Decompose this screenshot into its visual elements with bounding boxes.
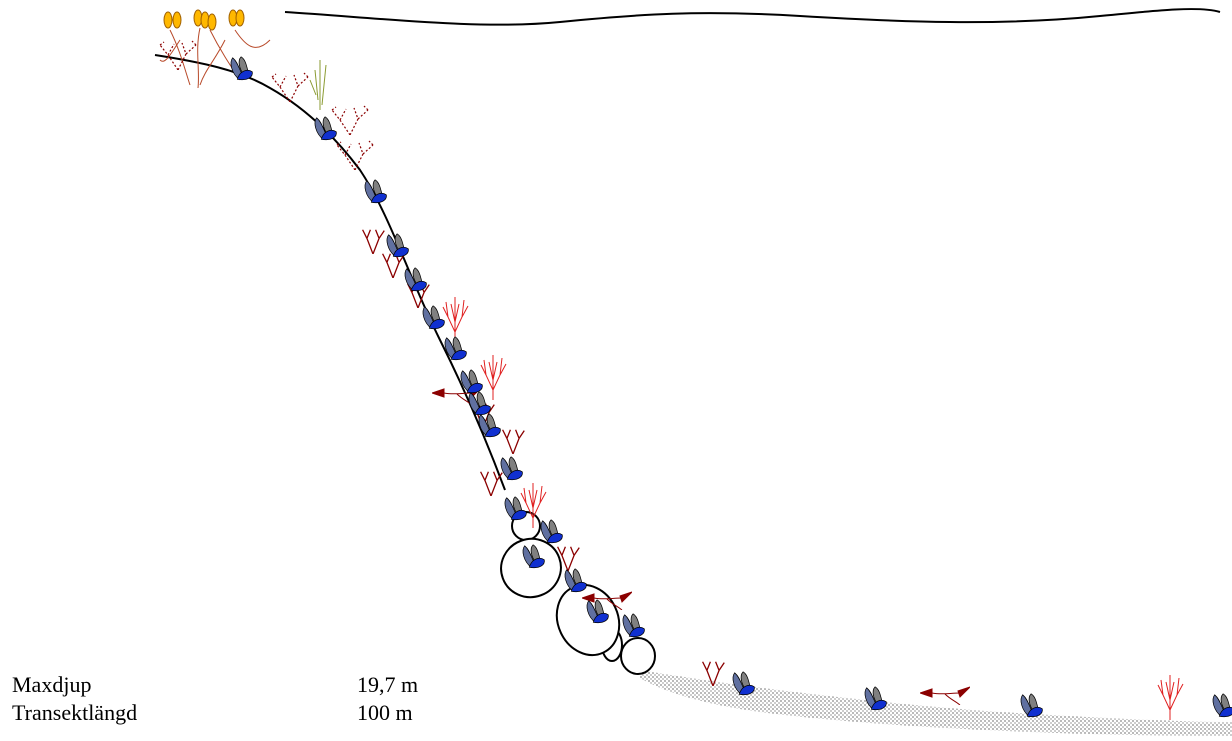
mussel (230, 56, 253, 81)
mussel (564, 568, 587, 593)
mussel (1020, 693, 1043, 718)
row-label: Maxdjup (12, 672, 92, 697)
slope-profile (154, 54, 506, 491)
dotted-weed (331, 105, 369, 135)
dotted-weed (271, 72, 309, 102)
dotted-weed (336, 140, 374, 170)
mussel (622, 613, 645, 638)
row-value: 100 m (357, 700, 413, 725)
brown-filaments (159, 27, 271, 89)
water-surface (284, 8, 1221, 26)
red-weed (1157, 674, 1184, 720)
organisms (159, 40, 1232, 720)
mussel (364, 179, 387, 204)
mussel (386, 233, 409, 258)
branched-weed (381, 253, 405, 278)
row-label: Transektlängd (12, 700, 138, 725)
mussel (500, 456, 523, 481)
fucus-vesicles (163, 9, 245, 31)
green-weed (309, 60, 327, 110)
row-value: 19,7 m (357, 672, 419, 697)
sediment (640, 670, 1232, 736)
mussel (1212, 693, 1232, 718)
flat-weed (920, 686, 970, 705)
mussel (314, 116, 337, 141)
mussel (540, 519, 563, 544)
branched-weed (501, 429, 525, 454)
mussel (504, 496, 527, 521)
mussel (422, 305, 445, 330)
mussel (404, 267, 427, 292)
branched-weed (361, 229, 385, 254)
red-weed (442, 296, 469, 342)
red-weed (480, 354, 507, 400)
boulders (500, 511, 656, 675)
dotted-weed (159, 40, 197, 70)
